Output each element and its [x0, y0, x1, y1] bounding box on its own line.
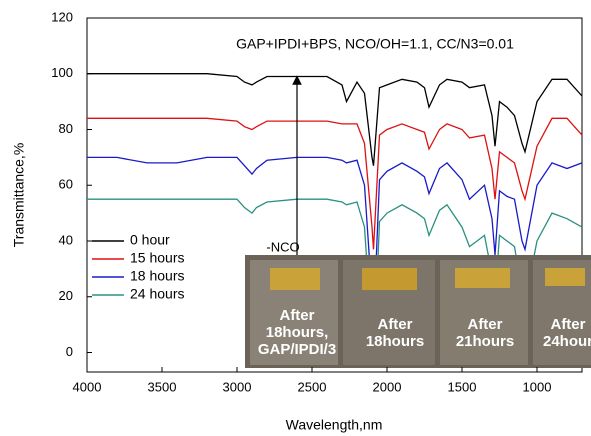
inset-label: After [467, 316, 502, 333]
inset-label: 18hours, [266, 324, 329, 341]
x-tick-label: 1000 [523, 379, 552, 394]
x-tick-label: 3000 [223, 379, 252, 394]
inset-label: After [279, 307, 314, 324]
y-tick-label: 40 [59, 232, 73, 247]
inset-label: 21hours [456, 333, 514, 350]
y-tick-label: 100 [51, 65, 73, 80]
x-axis-label: Wavelength,nm [286, 417, 383, 433]
inset-label: After [550, 316, 585, 333]
y-tick-label: 0 [66, 344, 73, 359]
series-line [87, 198, 583, 367]
inset-label: GAP/IPDI/3 [258, 341, 336, 358]
legend-label: 24 hours [130, 286, 184, 302]
annotation: -NCO [266, 239, 299, 254]
series-line [87, 73, 583, 166]
y-tick-label: 60 [59, 177, 73, 192]
y-tick-label: 20 [59, 288, 73, 303]
inset-photo [245, 255, 591, 368]
x-tick-label: 2000 [373, 379, 402, 394]
y-axis-label: Transmittance,% [11, 143, 27, 248]
inset-label: 24hour [543, 333, 591, 350]
plot-frame [86, 17, 583, 373]
x-tick-label: 4000 [73, 379, 102, 394]
x-tick-label: 1500 [448, 379, 477, 394]
y-tick-label: 120 [51, 9, 73, 24]
y-tick-label: 80 [59, 121, 73, 136]
inset-label: After [377, 316, 412, 333]
inset-label: 18hours [366, 333, 424, 350]
x-tick-label: 3500 [148, 379, 177, 394]
chart-title: GAP+IPDI+BPS, NCO/OH=1.1, CC/N3=0.01 [236, 36, 514, 52]
legend-label: 18 hours [130, 268, 184, 284]
series-line [87, 117, 583, 250]
series-line [87, 156, 583, 325]
legend-label: 15 hours [130, 250, 184, 266]
legend-label: 0 hour [130, 232, 170, 248]
x-tick-label: 2500 [298, 379, 327, 394]
